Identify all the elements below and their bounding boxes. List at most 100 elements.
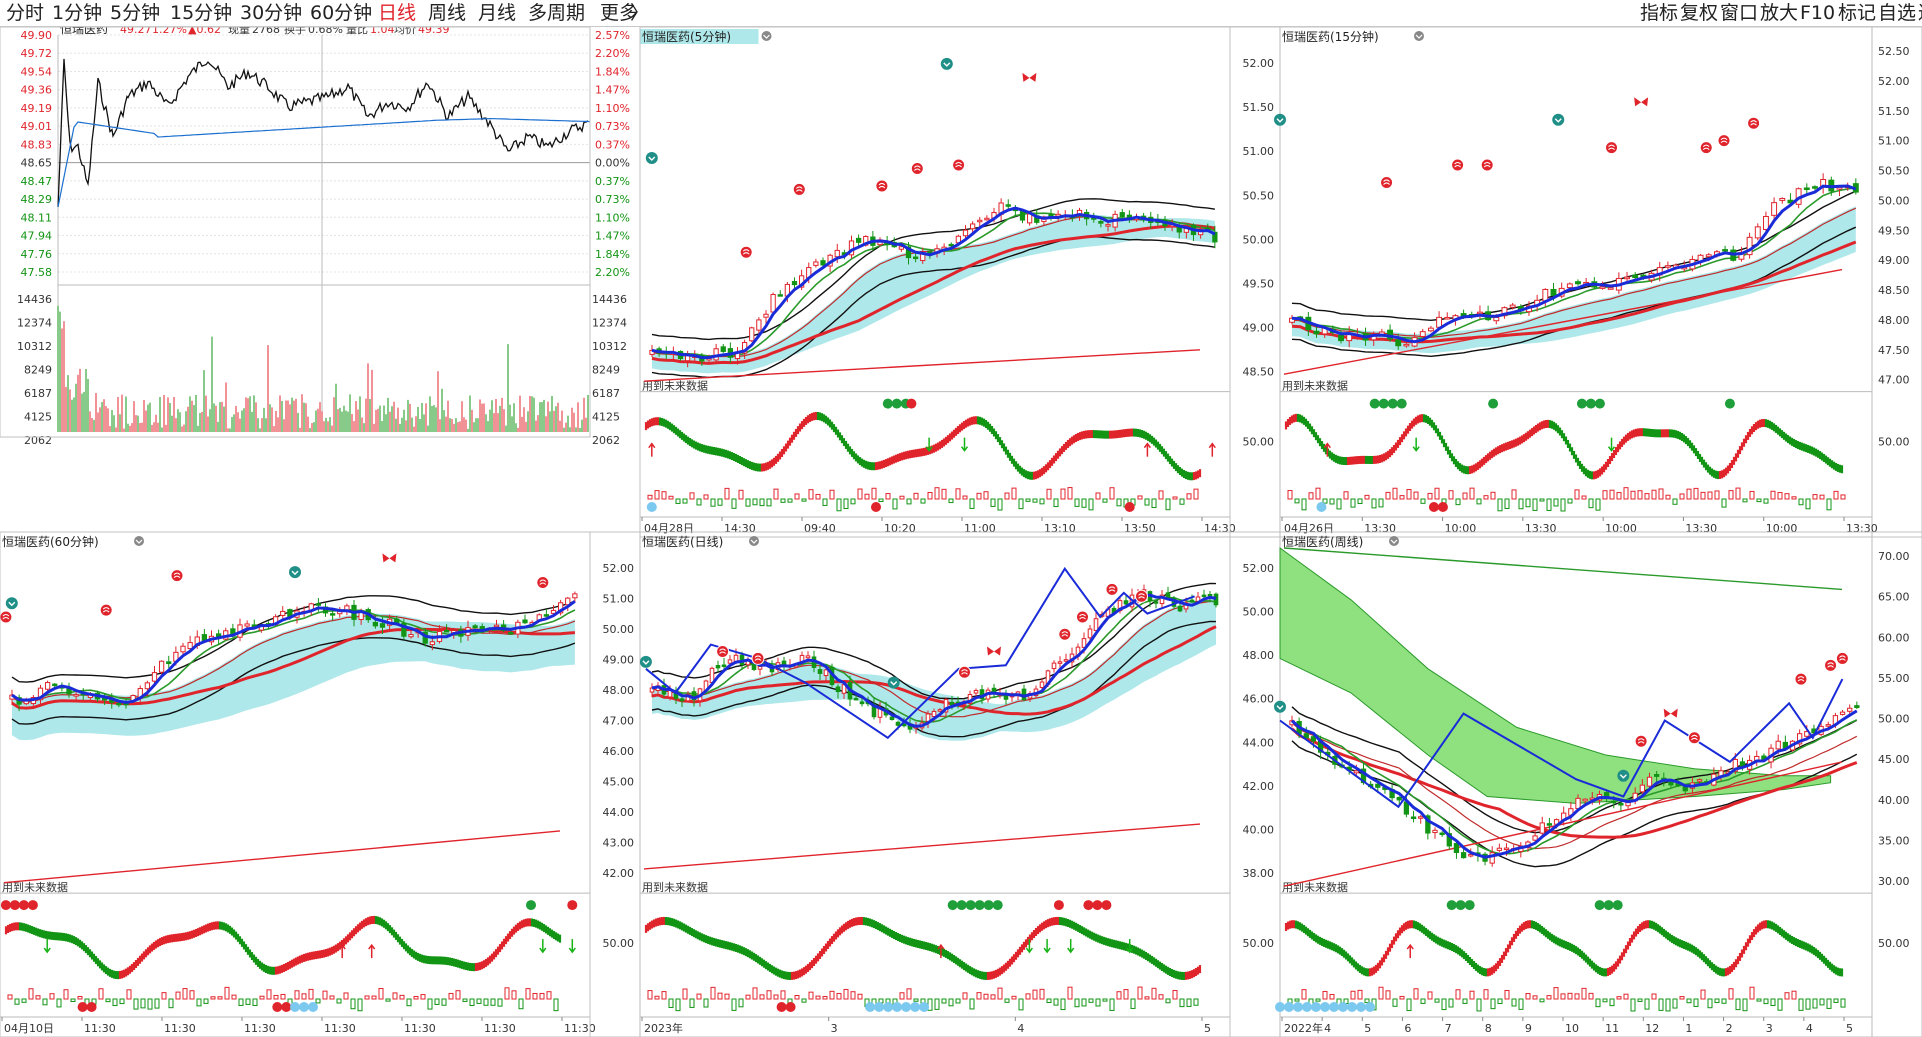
ma-long-thick	[651, 224, 1216, 365]
ind-bar	[1770, 998, 1776, 1006]
ind-bar	[1081, 998, 1087, 1007]
panel-p15: 恒瑞医药(15分钟) 52.00 51.50 51.00 50.50 50.00 49.50…	[1243, 27, 1910, 537]
ind-bar	[553, 998, 559, 1012]
ind-bar	[752, 498, 758, 506]
dropdown-icon[interactable]	[761, 31, 772, 41]
candle	[116, 702, 122, 706]
candle	[187, 642, 193, 650]
ind-bar	[1039, 498, 1045, 505]
candle	[1847, 707, 1853, 712]
ind-bar	[315, 998, 321, 1004]
period-tab-0[interactable]: 分时	[6, 2, 45, 24]
candle	[721, 664, 727, 668]
period-tab-3[interactable]: 15分钟	[170, 2, 233, 24]
tool-0[interactable]: 指标	[1640, 2, 1679, 24]
candle	[805, 655, 811, 659]
period-tab-4[interactable]: 30分钟	[240, 2, 303, 24]
tool-6[interactable]: 自选	[1878, 2, 1917, 24]
candle	[1582, 798, 1588, 802]
candle	[1664, 265, 1671, 268]
ind-bar	[1301, 498, 1307, 511]
ind-bar	[1826, 998, 1832, 1009]
pct-axis-8: 0.37%	[595, 175, 630, 188]
ind-bar	[1032, 989, 1038, 1000]
cyan-band	[12, 613, 575, 741]
ind-bar	[1116, 991, 1122, 1000]
ind-bar	[1032, 498, 1038, 503]
candle	[905, 246, 912, 259]
indicator-signal-icon	[892, 1002, 903, 1012]
ind-bar	[1144, 996, 1150, 1000]
ind-bar	[1812, 494, 1818, 500]
candle	[973, 689, 979, 694]
ind-bar	[1700, 989, 1706, 1000]
ind-bar	[1588, 498, 1594, 509]
right-axis-7: 49.00	[1878, 254, 1910, 267]
ind-bar	[224, 986, 230, 1000]
signal-glyph	[1079, 614, 1086, 620]
ind-bar	[759, 994, 765, 1000]
tool-7[interactable]: 返回	[1918, 2, 1922, 24]
dropdown-icon[interactable]	[749, 536, 759, 546]
period-tab-5[interactable]: 60分钟	[310, 2, 373, 24]
ind-bar	[1581, 495, 1587, 500]
indicator-signal-icon	[1724, 398, 1735, 409]
ind-bar	[941, 998, 947, 1004]
candle	[649, 687, 655, 693]
tool-4[interactable]: F10	[1800, 2, 1836, 24]
candle	[1439, 832, 1445, 836]
ind-bar	[997, 987, 1003, 1000]
candle	[1410, 816, 1417, 819]
x-label-0: 04月26日	[1284, 522, 1334, 535]
tool-2[interactable]: 窗口	[1720, 2, 1759, 24]
period-tab-8[interactable]: 月线	[478, 2, 517, 24]
ind-bar	[1179, 998, 1185, 1008]
ind-bar	[710, 498, 716, 507]
ma-blue	[651, 206, 1216, 360]
ind-bar	[1553, 987, 1559, 1000]
period-tab-6[interactable]: 日线	[378, 2, 417, 24]
dropdown-icon[interactable]	[1389, 536, 1399, 546]
ind-bar	[399, 994, 405, 1000]
ind-bar	[913, 492, 919, 500]
tool-1[interactable]: 复权	[1680, 2, 1719, 24]
candle	[443, 629, 450, 633]
tool-3[interactable]: 放大	[1760, 2, 1799, 24]
panel-p5: 恒瑞医药(5分钟) 用到未来数据 04月28日 14:30 09:40 10:20 11:0…	[640, 29, 1236, 535]
dropdown-icon[interactable]	[134, 536, 144, 546]
candle	[1087, 628, 1093, 639]
ind-bar	[1539, 498, 1545, 502]
signal-glyph	[913, 165, 921, 171]
candle	[1854, 705, 1860, 709]
dropdown-icon[interactable]	[1414, 31, 1424, 41]
period-tab-1[interactable]: 1分钟	[52, 2, 103, 24]
signal-glyph	[878, 182, 886, 189]
indicator-signal-icon	[882, 398, 893, 409]
period-tab-10[interactable]: 更多	[600, 2, 639, 24]
signal-glyph	[102, 607, 110, 613]
period-more-arrow[interactable]: 〉	[630, 2, 650, 24]
candle	[898, 246, 905, 250]
period-tab-7[interactable]: 周线	[428, 2, 467, 24]
indicator-signal-icon	[1446, 900, 1457, 911]
candle	[379, 623, 386, 628]
ind-axis-right: 50.00	[1878, 436, 1910, 449]
tool-5[interactable]: 标记	[1838, 2, 1877, 24]
ind-bar	[385, 998, 391, 1002]
ind-bar	[1637, 998, 1643, 1002]
boll-upper	[11, 595, 576, 683]
ind-bar	[1193, 488, 1199, 500]
future-label: 用到未来数据	[642, 880, 708, 894]
vol-axis-0: 14436	[17, 293, 52, 306]
candle	[715, 665, 721, 669]
ind-bar	[1693, 998, 1699, 1007]
period-tab-2[interactable]: 5分钟	[110, 2, 161, 24]
left-axis-1: 51.50	[1243, 101, 1275, 114]
pct-axis-6: 0.37%	[595, 138, 630, 151]
candle	[1310, 736, 1317, 742]
candle	[777, 294, 783, 297]
period-tab-9[interactable]: 多周期	[528, 2, 586, 24]
sell-signal-icon	[645, 152, 658, 165]
candle	[408, 634, 414, 638]
ind-bar	[745, 994, 751, 1000]
